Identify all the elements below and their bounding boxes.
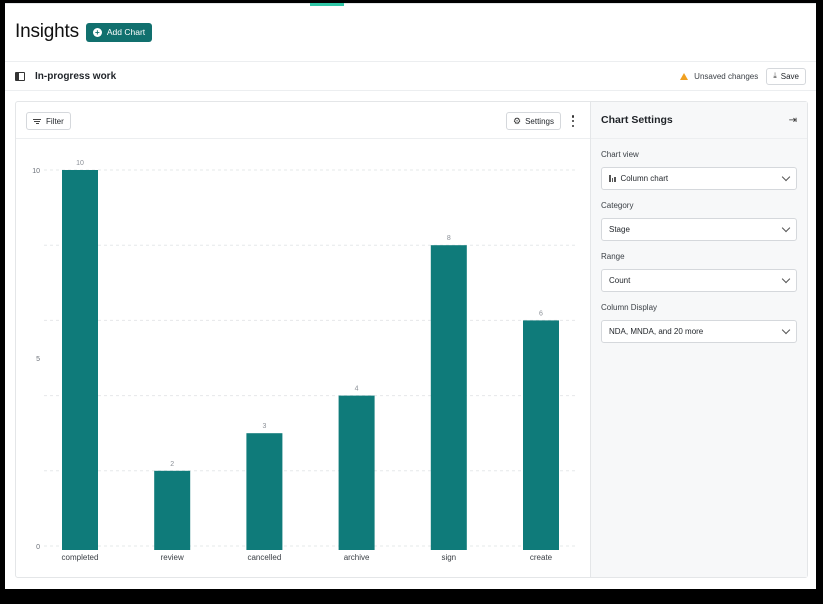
app-window: Insights + Add Chart In-progress work Un… xyxy=(5,3,816,589)
x-tick-label: cancelled xyxy=(247,553,281,562)
add-chart-button[interactable]: + Add Chart xyxy=(85,22,153,42)
page-header: Insights + Add Chart xyxy=(5,17,816,47)
add-chart-label: Add Chart xyxy=(106,27,146,37)
bar xyxy=(246,433,283,550)
chart-view-label: Chart view xyxy=(601,150,639,159)
x-tick-label: sign xyxy=(441,553,456,562)
data-label: 6 xyxy=(539,310,543,317)
column-display-field: Column Display NDA, MNDA, and 20 more xyxy=(591,303,807,343)
range-label: Range xyxy=(601,252,625,261)
bar xyxy=(430,245,467,550)
data-label: 2 xyxy=(170,461,174,468)
chart-settings-title: Chart Settings xyxy=(601,114,673,126)
bar xyxy=(154,470,191,550)
sidebar-toggle-icon[interactable] xyxy=(15,71,25,81)
save-area: Unsaved changes ⤓ Save xyxy=(680,67,806,85)
report-title: In-progress work xyxy=(35,70,117,82)
data-label: 3 xyxy=(262,423,266,430)
data-label: 10 xyxy=(76,160,84,167)
page-title: Insights xyxy=(15,21,79,42)
x-tick-label: archive xyxy=(344,553,370,562)
collapse-panel-icon[interactable]: ⇥ xyxy=(788,114,797,126)
download-icon: ⤓ xyxy=(773,71,777,80)
filter-icon xyxy=(33,118,41,124)
warning-icon xyxy=(680,72,689,80)
active-tab-indicator xyxy=(310,3,344,6)
unsaved-status: Unsaved changes xyxy=(694,71,759,81)
y-tick-label: 10 xyxy=(32,168,40,175)
plus-circle-icon: + xyxy=(92,27,102,37)
chart-settings-header: Chart Settings ⇥ xyxy=(591,102,807,139)
column-display-value: NDA, MNDA, and 20 more xyxy=(609,327,704,336)
x-tick-label: create xyxy=(530,553,553,562)
filter-button[interactable]: Filter xyxy=(26,112,71,130)
report-bar: In-progress work Unsaved changes ⤓ Save xyxy=(5,61,816,91)
filter-label: Filter xyxy=(46,116,64,126)
column-chart: 10 5 0 10 completed 2 review 3 cancelled 4 archive… xyxy=(32,160,576,562)
bar xyxy=(338,395,375,550)
chevron-down-icon xyxy=(781,325,791,335)
chart-view-value: Column chart xyxy=(620,174,669,183)
column-chart-icon xyxy=(609,175,616,182)
column-display-select[interactable]: NDA, MNDA, and 20 more xyxy=(601,320,797,343)
save-button[interactable]: ⤓ Save xyxy=(766,67,806,85)
data-label: 8 xyxy=(447,235,451,242)
screen-edge xyxy=(0,589,823,604)
chevron-down-icon xyxy=(781,172,791,182)
more-options-icon[interactable] xyxy=(569,114,577,128)
top-border xyxy=(5,3,816,4)
settings-label: Settings xyxy=(525,116,554,126)
chevron-down-icon xyxy=(781,223,791,233)
chart-settings-panel: Chart Settings ⇥ Chart view Column chart… xyxy=(590,102,807,577)
range-select[interactable]: Count xyxy=(601,269,797,292)
chevron-down-icon xyxy=(781,274,791,284)
chart-area: Filter ⚙ Settings 10 5 0 10 completed 2 review… xyxy=(16,102,590,577)
range-value: Count xyxy=(609,276,631,285)
data-label: 4 xyxy=(355,386,359,393)
column-display-label: Column Display xyxy=(601,303,658,312)
chart-toolbar: Filter ⚙ Settings xyxy=(16,102,590,139)
gear-icon: ⚙ xyxy=(513,115,522,126)
y-tick-label: 0 xyxy=(36,544,40,551)
chart-container: Filter ⚙ Settings 10 5 0 10 completed 2 review… xyxy=(15,101,808,578)
category-field: Category Stage xyxy=(591,201,807,241)
save-label: Save xyxy=(780,71,799,81)
chart-view-select[interactable]: Column chart xyxy=(601,167,797,190)
category-label: Category xyxy=(601,201,634,210)
bar xyxy=(62,170,98,550)
range-field: Range Count xyxy=(591,252,807,292)
x-tick-label: completed xyxy=(62,553,99,562)
category-value: Stage xyxy=(609,225,630,234)
bar xyxy=(523,320,559,550)
chart-view-field: Chart view Column chart xyxy=(591,150,807,190)
settings-button[interactable]: ⚙ Settings xyxy=(506,112,561,130)
category-select[interactable]: Stage xyxy=(601,218,797,241)
x-tick-label: review xyxy=(161,553,184,562)
y-tick-label: 5 xyxy=(36,356,40,363)
